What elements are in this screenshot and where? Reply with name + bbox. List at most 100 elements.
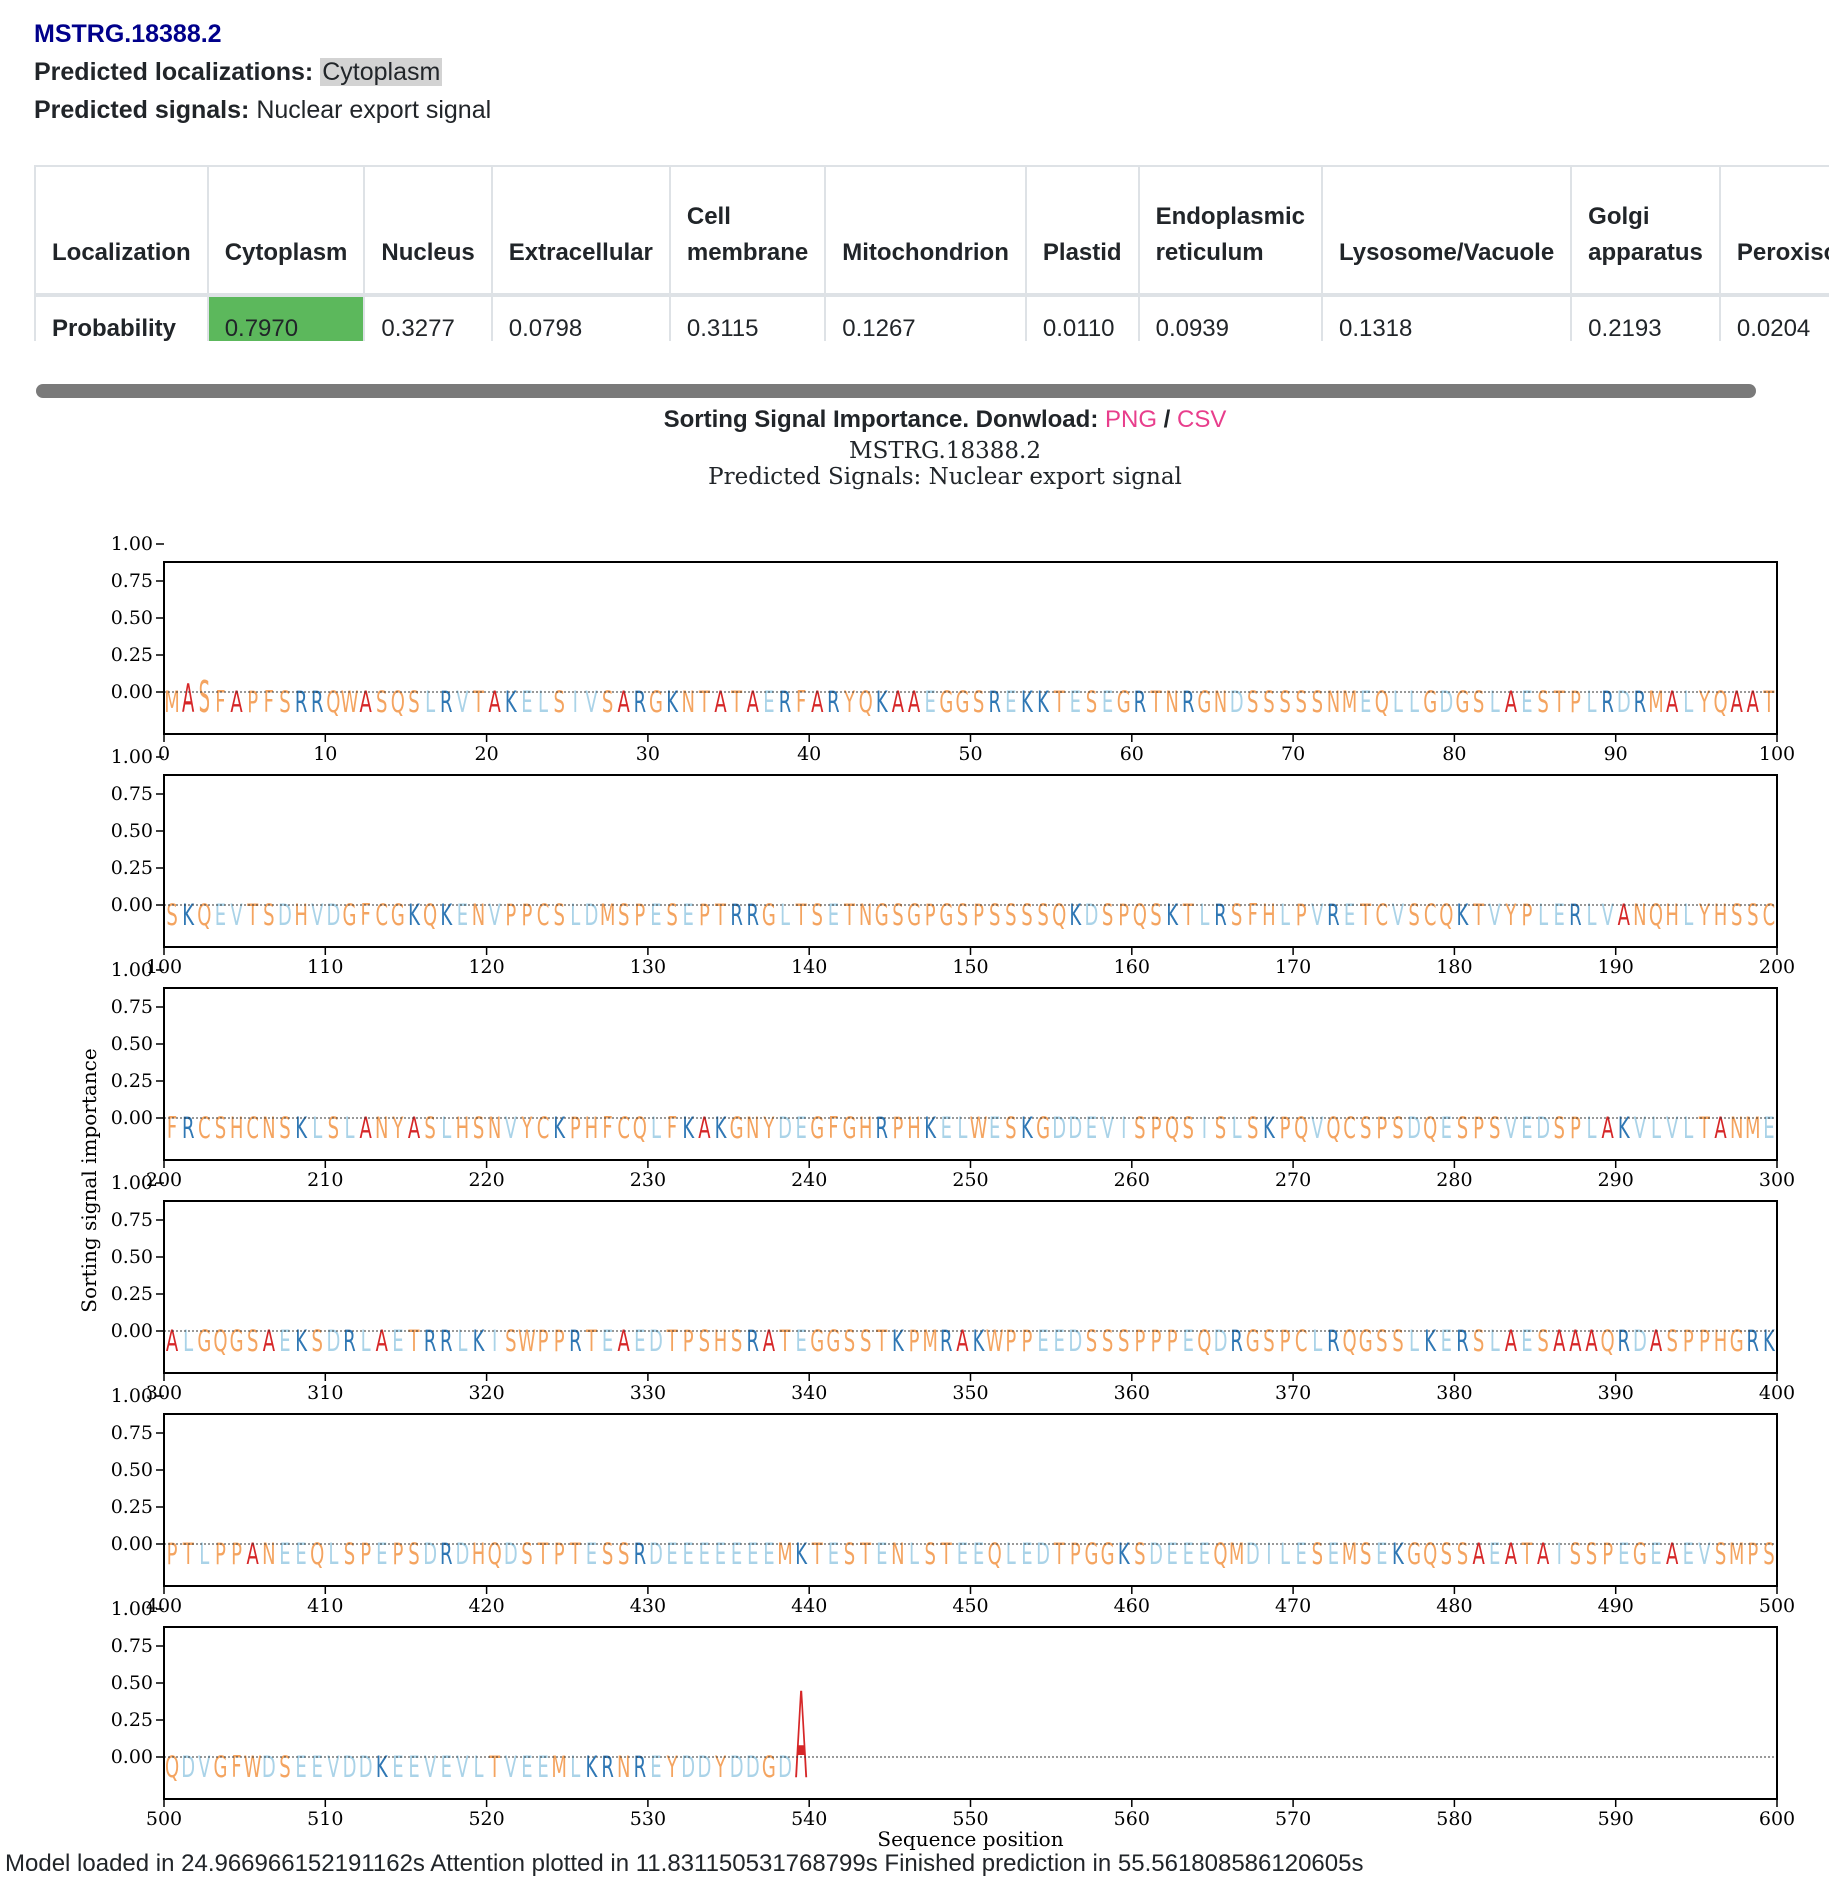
residue: Q [1133, 897, 1147, 932]
y-tick-label: 0.75 [111, 1635, 153, 1657]
residue: G [810, 1110, 824, 1145]
residue: E [537, 1749, 548, 1784]
residue: L [1490, 1323, 1500, 1358]
residue: P [1167, 1323, 1178, 1358]
residue: V [1311, 1110, 1324, 1145]
residue: G [1359, 1323, 1373, 1358]
residue: K [505, 684, 518, 719]
residue: E [650, 897, 661, 932]
residue: L [1586, 1110, 1596, 1145]
residue: C [198, 1110, 211, 1145]
residue: N [472, 897, 485, 932]
residue: W [970, 1110, 988, 1145]
residue: S [892, 897, 903, 932]
x-tick-label: 210 [307, 1169, 343, 1191]
table-col-plastid: Plastid [1024, 165, 1140, 297]
x-tick-label: 60 [1120, 743, 1144, 765]
y-tick-label: 0.00 [111, 1533, 153, 1555]
residue: V [456, 684, 469, 719]
residue: E [828, 1536, 839, 1571]
residue: V [327, 1749, 340, 1784]
residue: G [1407, 1536, 1421, 1571]
residue: A [811, 684, 824, 719]
x-tick-label: 160 [1114, 956, 1150, 978]
residue: W [341, 684, 359, 719]
residue: L [328, 1536, 338, 1571]
residue: P [925, 897, 936, 932]
residue: A [376, 1323, 389, 1358]
x-tick-label: 140 [791, 956, 827, 978]
residue: S [1747, 897, 1758, 932]
residue: S [618, 1536, 629, 1571]
residue: E [1650, 1536, 1661, 1571]
residue: E [731, 1536, 742, 1571]
residue: P [1070, 1536, 1081, 1571]
y-tick-label: 1.00 [111, 746, 153, 768]
residue: N [617, 1749, 630, 1784]
table-horizontal-scrollbar[interactable] [36, 384, 1756, 398]
timing-footer: Model loaded in 24.966966152191162s Atte… [5, 1850, 1364, 1877]
table-cell-probability: 0.1267 [824, 294, 1027, 341]
x-tick-label: 380 [1436, 1382, 1472, 1404]
residue: T [1763, 684, 1775, 719]
residue: L [1280, 1536, 1290, 1571]
residue: S [1537, 1323, 1548, 1358]
residue: P [1473, 1110, 1484, 1145]
residue: M [1342, 1536, 1358, 1571]
y-tick-label: 0.50 [111, 1459, 153, 1481]
residue: S [1102, 897, 1113, 932]
residue: G [907, 897, 921, 932]
residue: Q [1326, 1110, 1340, 1145]
residue: T [1053, 684, 1065, 719]
residue: E [666, 1536, 677, 1571]
residue: T [730, 684, 742, 719]
residue: S [1441, 1536, 1452, 1571]
residue: K [682, 1110, 695, 1145]
residue: L [1586, 684, 1596, 719]
residue: S [1312, 1536, 1323, 1571]
download-png-link[interactable]: PNG [1104, 406, 1157, 433]
residue: S [860, 1323, 871, 1358]
residue: Q [1375, 684, 1389, 719]
residue: S [1457, 1536, 1468, 1571]
residue: S [1263, 684, 1274, 719]
probability-table-container[interactable]: Localization Cytoplasm Nucleus Extracellul… [34, 165, 1829, 341]
y-tick-label: 0.25 [111, 1709, 153, 1731]
residue: E [1054, 1323, 1065, 1358]
residue: E [1441, 1110, 1452, 1145]
residue: T [1359, 897, 1371, 932]
residue: G [1246, 1323, 1260, 1358]
residue: S [989, 897, 1000, 932]
residue: P [1522, 897, 1533, 932]
residue: K [182, 897, 195, 932]
residue: S [1005, 897, 1016, 932]
residue: P [1376, 1110, 1387, 1145]
residue: V [1634, 1110, 1647, 1145]
residue: N [1633, 897, 1646, 932]
table-probability-row: Probability 0.7970 0.3277 0.0798 0.3115 0.12… [34, 294, 1829, 341]
residue: E [1618, 1536, 1629, 1571]
residue: E [1441, 1323, 1452, 1358]
residue: P [554, 1536, 565, 1571]
residue: L [1232, 1110, 1242, 1145]
residue: S [957, 897, 968, 932]
table-col-mitochondrion: Mitochondrion [824, 165, 1027, 297]
download-csv-link[interactable]: CSV [1177, 406, 1227, 433]
residue: D [326, 897, 340, 932]
residue: S [1392, 1323, 1403, 1358]
residue: E [989, 1110, 1000, 1145]
residue: D [649, 1323, 663, 1358]
residue: E [1489, 1536, 1500, 1571]
residue: A [1585, 1323, 1598, 1358]
residue: E [295, 1536, 306, 1571]
residue: S [1295, 684, 1306, 719]
residue: L [1006, 1536, 1016, 1571]
residue: A [1747, 684, 1760, 719]
residue: N [262, 1110, 275, 1145]
residue: F [231, 1749, 241, 1784]
residue: S [344, 1536, 355, 1571]
residue: S [1183, 1110, 1194, 1145]
residue: T [408, 1323, 420, 1358]
residue: P [167, 1536, 178, 1571]
residue: E [973, 1536, 984, 1571]
